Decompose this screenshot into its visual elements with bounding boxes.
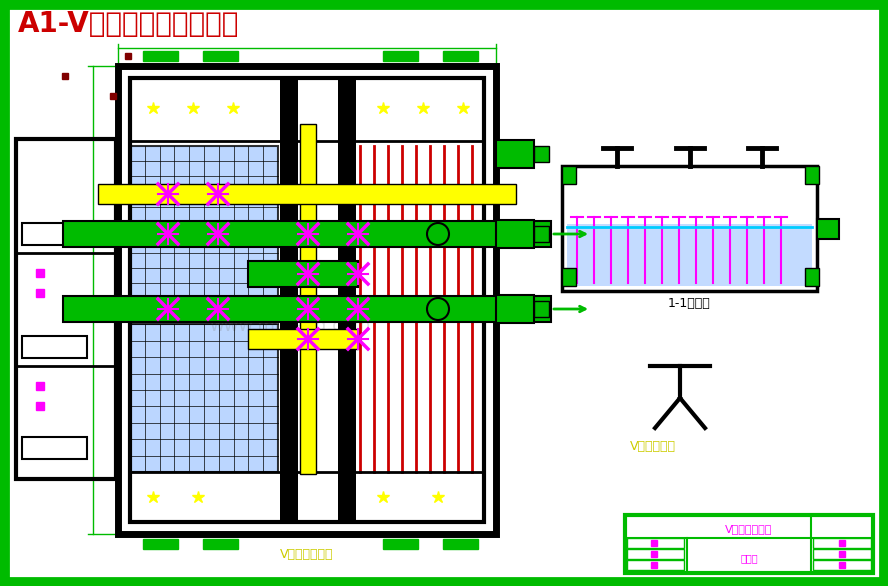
Bar xyxy=(443,539,478,549)
Bar xyxy=(817,219,839,239)
Bar xyxy=(567,224,812,286)
Circle shape xyxy=(427,223,449,245)
Bar xyxy=(562,166,817,291)
Bar xyxy=(443,51,478,61)
Bar xyxy=(813,538,870,548)
Bar xyxy=(813,560,870,570)
Bar xyxy=(130,472,484,522)
Bar xyxy=(203,539,238,549)
Bar xyxy=(813,549,870,559)
Bar xyxy=(63,221,551,247)
Bar xyxy=(22,437,87,459)
Bar xyxy=(16,139,116,479)
Bar xyxy=(300,124,316,474)
Circle shape xyxy=(427,298,449,320)
Bar xyxy=(248,261,358,287)
Bar xyxy=(496,295,534,323)
Bar xyxy=(338,78,356,522)
Text: V型滤池平面图: V型滤池平面图 xyxy=(281,548,334,561)
Bar xyxy=(562,268,576,286)
Text: （一）: （一） xyxy=(741,554,757,564)
Bar xyxy=(383,539,418,549)
Bar xyxy=(496,140,534,168)
Bar xyxy=(562,166,576,184)
Bar xyxy=(496,220,534,248)
Bar xyxy=(627,538,684,548)
Bar xyxy=(130,146,278,314)
Bar xyxy=(130,78,484,522)
Bar xyxy=(534,226,549,242)
Bar xyxy=(118,66,496,534)
Text: V型滤池工艺图: V型滤池工艺图 xyxy=(725,524,773,534)
Bar xyxy=(98,184,516,204)
Bar xyxy=(22,336,87,358)
Bar xyxy=(143,539,178,549)
Bar xyxy=(130,324,278,472)
Bar xyxy=(248,329,358,349)
Text: 1-1剖面图: 1-1剖面图 xyxy=(668,297,710,310)
Bar xyxy=(627,560,684,570)
Bar xyxy=(203,51,238,61)
Bar xyxy=(143,51,178,61)
Text: V型滤头大样: V型滤头大样 xyxy=(630,440,676,453)
Bar xyxy=(280,78,298,522)
Text: 沐风网
www.mufeng.com: 沐风网 www.mufeng.com xyxy=(210,297,371,335)
Bar xyxy=(383,51,418,61)
Bar xyxy=(22,223,87,245)
Bar xyxy=(63,296,551,322)
Bar xyxy=(805,166,819,184)
Bar xyxy=(627,549,684,559)
Bar xyxy=(805,268,819,286)
Bar xyxy=(130,78,484,141)
Text: A1-V型滤池工艺图（一）: A1-V型滤池工艺图（一） xyxy=(18,10,240,38)
Bar xyxy=(534,301,549,317)
Bar xyxy=(625,515,873,573)
Bar xyxy=(534,146,549,162)
